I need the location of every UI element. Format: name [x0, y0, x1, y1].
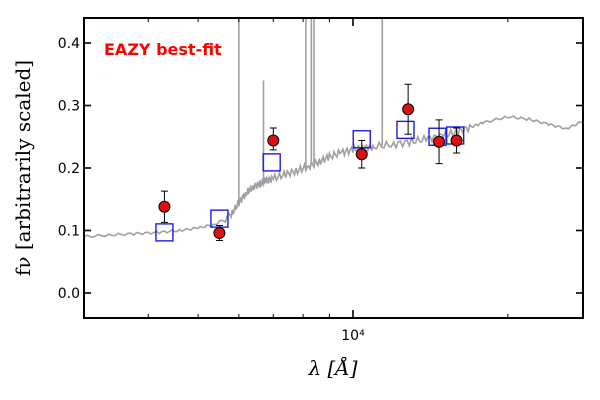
- observed-point: [158, 200, 171, 213]
- observed-point: [355, 148, 368, 161]
- annotation-label: EAZY best-fit: [104, 40, 222, 59]
- axes-layer: 0.0 0.1 0.2 0.3 0.4 10⁴: [58, 17, 584, 344]
- y-tick-label: 0.0: [58, 286, 80, 302]
- observed-point: [213, 227, 226, 239]
- observed-point: [450, 134, 463, 147]
- x-axis-title: λ [Å]: [307, 355, 357, 380]
- y-tick-label: 0.3: [58, 99, 80, 115]
- sed-continuum-line: [83, 115, 584, 238]
- model-point: [262, 153, 281, 172]
- plot-background: [84, 18, 583, 318]
- observed-point: [267, 134, 280, 147]
- y-tick-label: 0.4: [58, 36, 80, 52]
- observed-point: [402, 103, 415, 116]
- y-axis-title: fν [arbitrarily scaled]: [11, 60, 35, 276]
- observed-point: [433, 135, 446, 148]
- model-point: [155, 223, 174, 242]
- x-tick-label: 10⁴: [341, 328, 365, 344]
- y-tick-label: 0.2: [58, 161, 80, 177]
- model-photometry-layer: [155, 120, 465, 242]
- model-point: [396, 120, 415, 140]
- y-tick-label: 0.1: [58, 224, 80, 240]
- observed-photometry-layer: [158, 83, 463, 241]
